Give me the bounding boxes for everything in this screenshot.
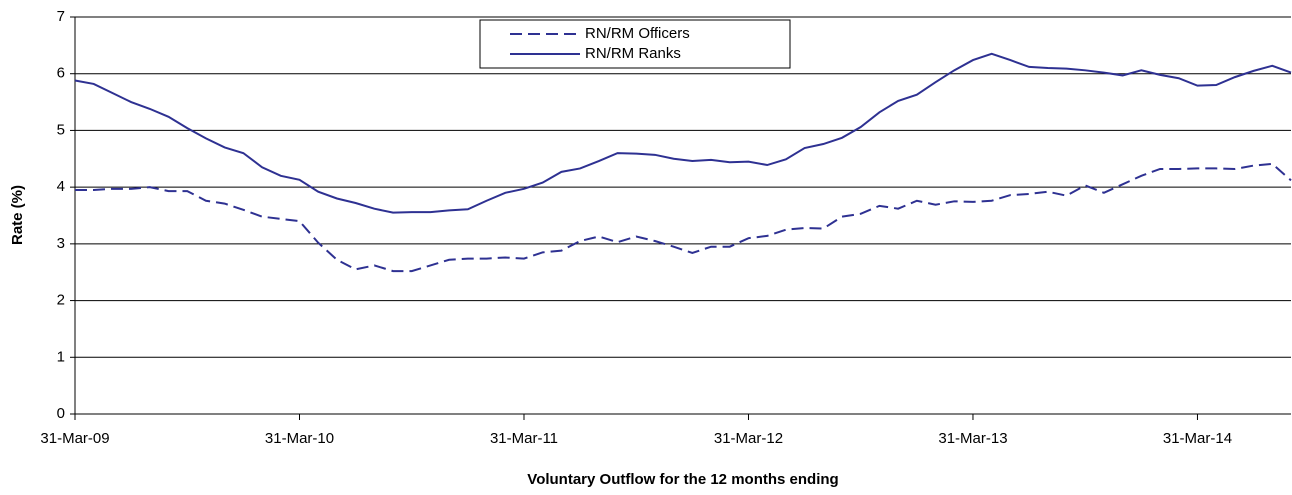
y-tick-label: 3 bbox=[57, 235, 65, 252]
x-tick-label: 31-Mar-12 bbox=[714, 430, 783, 447]
legend-box bbox=[479, 19, 791, 69]
y-tick-label: 4 bbox=[57, 178, 65, 195]
y-tick-label: 7 bbox=[57, 8, 65, 25]
y-tick-label: 0 bbox=[57, 405, 65, 422]
y-tick-label: 2 bbox=[57, 292, 65, 309]
y-tick-label: 1 bbox=[57, 348, 65, 365]
x-tick-label: 31-Mar-11 bbox=[490, 430, 558, 447]
series-line bbox=[74, 52, 1292, 214]
y-tick-label: 5 bbox=[57, 121, 65, 138]
series-line bbox=[75, 162, 1292, 273]
x-axis-label: Voluntary Outflow for the 12 months endi… bbox=[527, 471, 838, 488]
y-tick-label: 6 bbox=[57, 65, 65, 82]
x-tick-label: 31-Mar-14 bbox=[1163, 430, 1232, 447]
x-tick-label: 31-Mar-09 bbox=[40, 430, 109, 447]
x-tick-label: 31-Mar-10 bbox=[265, 430, 334, 447]
x-tick-label: 31-Mar-13 bbox=[938, 430, 1007, 447]
legend-label: RN/RM Officers bbox=[585, 25, 690, 42]
y-axis-label: Rate (%) bbox=[9, 185, 26, 245]
legend-label: RN/RM Ranks bbox=[585, 45, 681, 62]
